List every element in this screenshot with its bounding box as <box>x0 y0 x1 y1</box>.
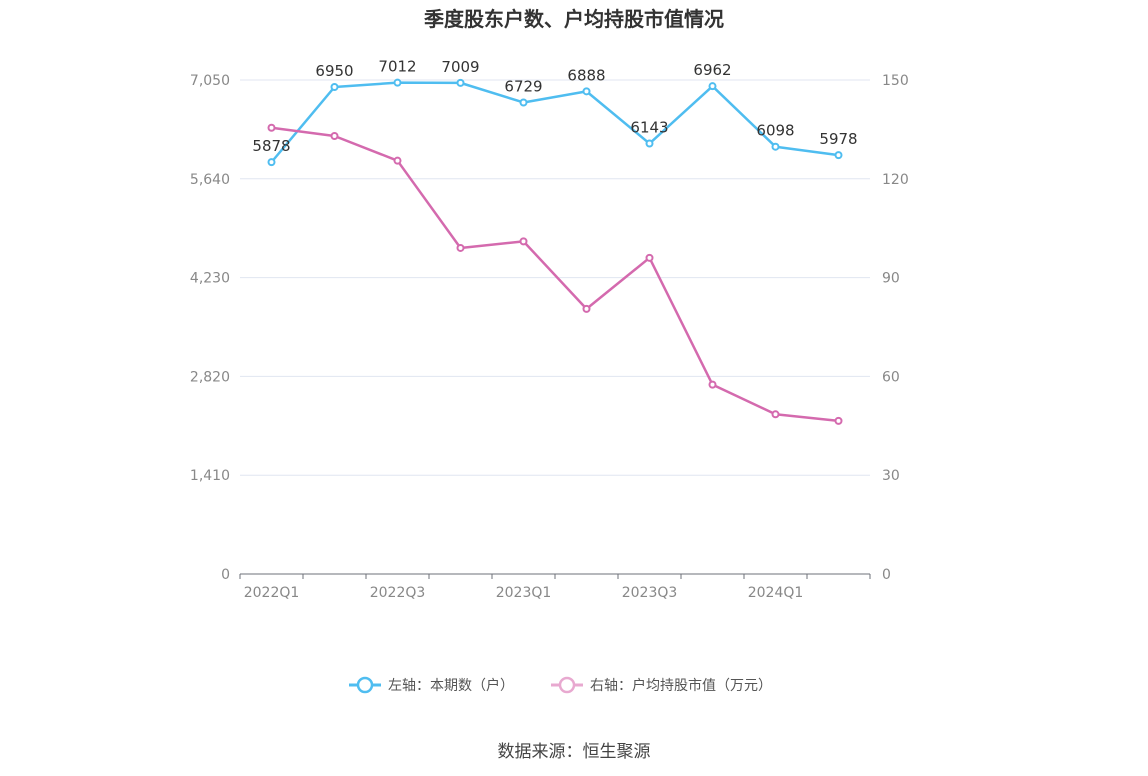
series-line-left <box>270 81 839 163</box>
data-point-right <box>330 131 339 140</box>
right-axis-tick-label: 0 <box>882 567 891 583</box>
data-point-right <box>708 380 717 389</box>
data-label: 6143 <box>630 119 668 137</box>
right-axis-tick-label: 30 <box>882 468 900 484</box>
series-layer <box>267 78 843 425</box>
legend-item-left-series[interactable]: 左轴：本期数（户） <box>349 676 514 694</box>
x-axis-ticks: 2022Q1 2022Q3 2023Q1 2023Q3 2024Q1 <box>239 574 871 601</box>
data-point-left <box>456 78 465 87</box>
chart-title: 季度股东户数、户均持股市值情况 <box>423 7 724 31</box>
data-label: 6888 <box>567 66 605 84</box>
x-axis-tick-label: 2022Q3 <box>370 585 426 601</box>
data-point-right <box>456 243 465 252</box>
left-axis-tick-label: 2,820 <box>190 369 230 385</box>
data-point-left <box>834 151 843 160</box>
x-axis-tick-label: 2024Q1 <box>748 585 804 601</box>
left-axis-tick-label: 7,050 <box>190 73 230 89</box>
data-labels: 5878 6950 7012 7009 6729 6888 6143 6962 6098 5978 <box>252 58 857 155</box>
legend-marker-left <box>356 676 374 694</box>
data-point-left <box>771 142 780 151</box>
left-axis-tick-label: 0 <box>221 567 230 583</box>
data-point-right <box>645 253 654 262</box>
data-label: 6950 <box>315 62 353 80</box>
data-point-left <box>645 139 654 148</box>
data-label: 7012 <box>378 58 416 76</box>
legend-item-right-series[interactable]: 右轴：户均持股市值（万元） <box>551 676 772 694</box>
x-axis-tick-label: 2022Q1 <box>244 585 300 601</box>
right-axis-ticks: 0 30 60 90 120 150 <box>882 73 909 583</box>
data-label: 7009 <box>441 58 479 76</box>
grid-lines <box>240 79 870 476</box>
data-point-left <box>519 98 528 107</box>
data-label: 6098 <box>756 122 794 140</box>
data-label: 6962 <box>693 61 731 79</box>
legend-marker-right <box>558 676 576 694</box>
right-axis-tick-label: 60 <box>882 369 900 385</box>
left-axis-tick-label: 4,230 <box>190 271 230 287</box>
left-axis-ticks: 0 1,410 2,820 4,230 5,640 7,050 <box>190 73 230 583</box>
data-label: 6729 <box>504 77 542 95</box>
data-point-left <box>393 78 402 87</box>
right-axis-tick-label: 120 <box>882 172 909 188</box>
data-point-left <box>330 83 339 92</box>
data-label: 5978 <box>819 130 857 148</box>
right-axis-tick-label: 150 <box>882 73 909 89</box>
data-point-right <box>771 410 780 419</box>
source-note: 数据来源：恒生聚源 <box>498 742 651 762</box>
x-axis-tick-label: 2023Q1 <box>496 585 552 601</box>
left-axis-tick-label: 5,640 <box>190 172 230 188</box>
x-axis-tick-label: 2023Q3 <box>622 585 678 601</box>
data-point-left <box>582 87 591 96</box>
data-point-right <box>834 416 843 425</box>
legend-label-left: 左轴：本期数（户） <box>388 677 514 694</box>
left-axis-tick-label: 1,410 <box>190 468 230 484</box>
data-point-right <box>519 237 528 246</box>
data-label: 5878 <box>252 137 290 155</box>
data-point-left <box>708 82 717 91</box>
data-point-right <box>393 156 402 165</box>
right-axis-tick-label: 90 <box>882 271 900 287</box>
series-line-right <box>271 126 839 423</box>
legend: 左轴：本期数（户） 右轴：户均持股市值（万元） <box>349 676 772 694</box>
data-point-left <box>267 158 276 167</box>
data-point-right <box>582 304 591 313</box>
legend-label-right: 右轴：户均持股市值（万元） <box>590 677 772 694</box>
data-point-right <box>267 123 276 132</box>
